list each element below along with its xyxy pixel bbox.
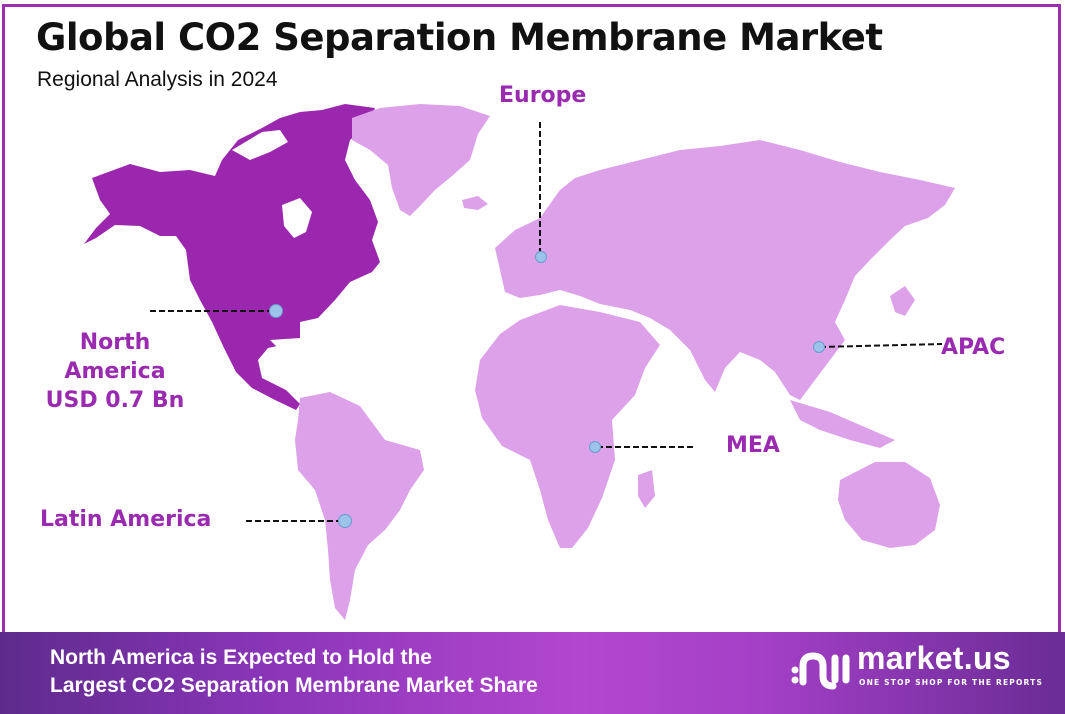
- greenland-region: [352, 104, 490, 216]
- region-markers: [269, 251, 825, 528]
- label-north-america-line2: America: [64, 359, 166, 384]
- footer-line-1: North America is Expected to Hold the: [50, 646, 432, 669]
- logo-text: market.us: [857, 640, 1011, 676]
- market-us-logo-icon: [791, 652, 850, 690]
- footer-text: North America is Expected to Hold the La…: [50, 644, 538, 700]
- mea-marker: [589, 441, 601, 453]
- north-america-marker: [269, 304, 283, 318]
- label-mea: MEA: [726, 433, 780, 458]
- border-frame: [2, 4, 1061, 710]
- label-latin-america: Latin America: [40, 507, 212, 532]
- eurasia-region: [475, 140, 955, 548]
- latin-america-region: [295, 392, 424, 620]
- footer-banner: North America is Expected to Hold the La…: [0, 632, 1065, 714]
- page-title: Global CO2 Separation Membrane Market: [36, 16, 883, 59]
- leader-lines: [150, 122, 943, 522]
- label-north-america-line1: North: [79, 330, 151, 355]
- world-map: [84, 104, 955, 620]
- label-apac: APAC: [941, 335, 1006, 360]
- north-america-region: [84, 104, 380, 410]
- latin-america-marker: [338, 514, 352, 528]
- label-north-america-value: USD 0.7 Bn: [45, 388, 185, 413]
- market-us-logo: market.us ONE STOP SHOP FOR THE REPORTS: [790, 640, 1044, 696]
- page-subtitle: Regional Analysis in 2024: [37, 68, 278, 91]
- footer-line-2: Largest CO2 Separation Membrane Market S…: [50, 674, 538, 697]
- logo-tagline: ONE STOP SHOP FOR THE REPORTS: [859, 678, 1044, 687]
- europe-marker: [535, 251, 547, 263]
- label-north-america: North America USD 0.7 Bn: [40, 328, 190, 415]
- apac-marker: [813, 341, 825, 353]
- label-europe: Europe: [499, 83, 587, 108]
